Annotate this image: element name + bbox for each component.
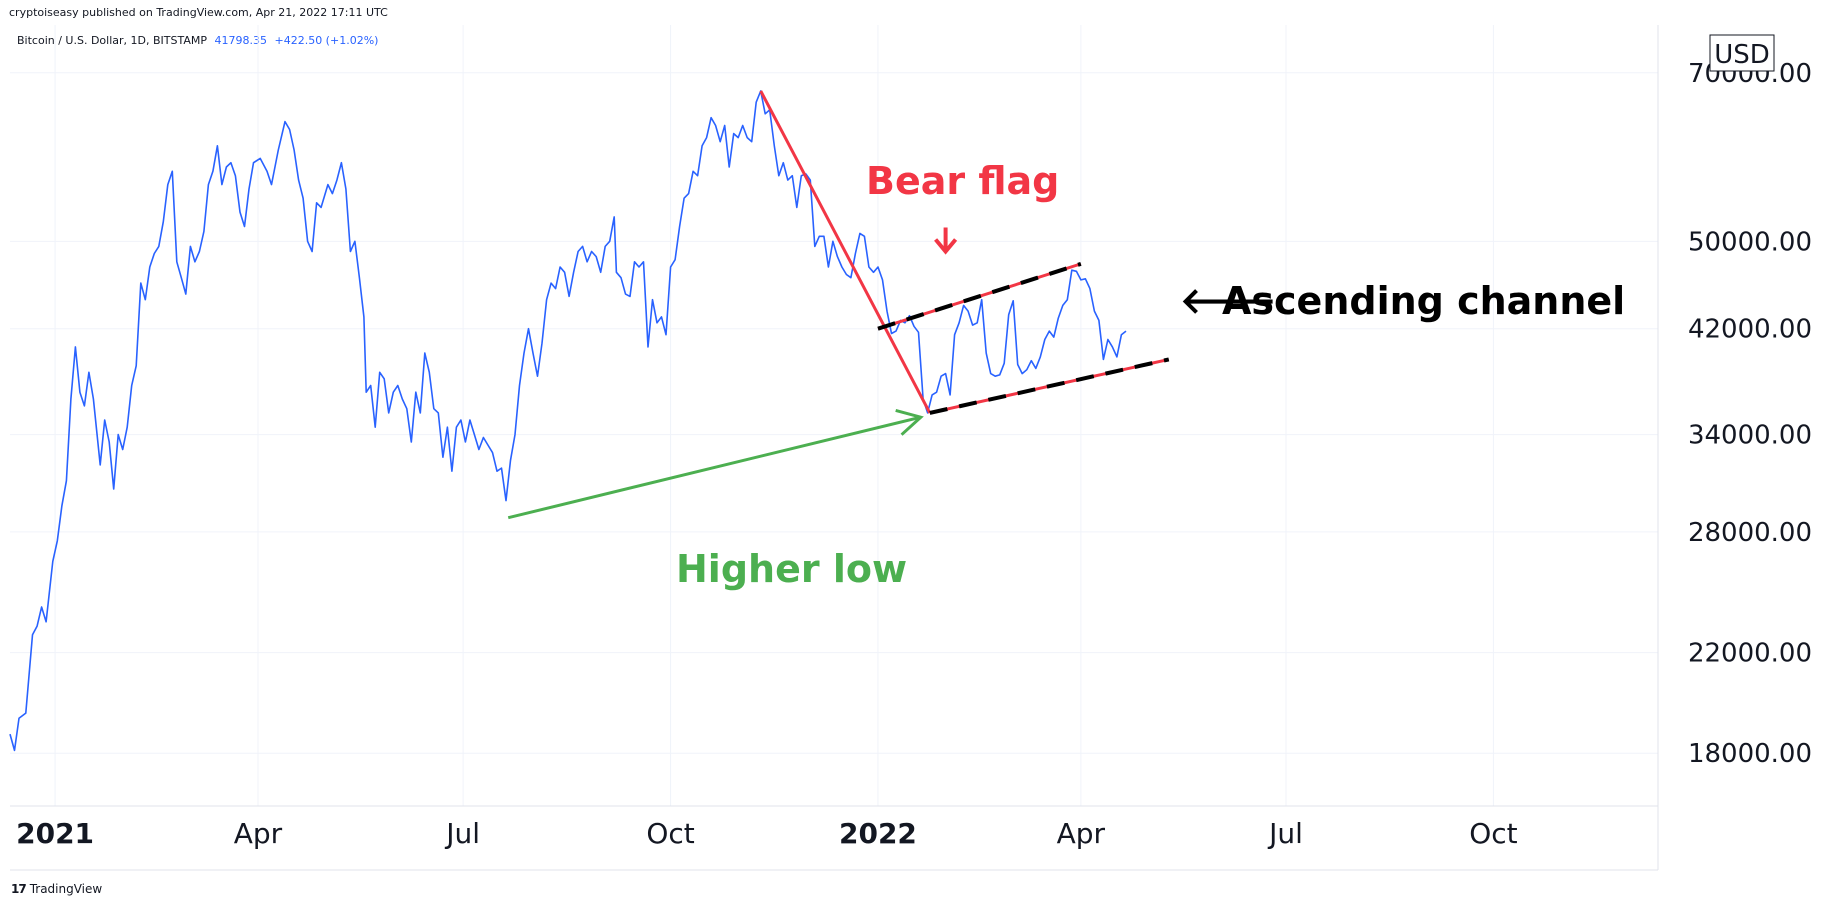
annotation-lines xyxy=(507,90,1170,520)
channel-lower-dashed xyxy=(929,357,1170,415)
y-tick-label: 50000.00 xyxy=(1688,227,1812,257)
x-tick-label: Jul xyxy=(1267,817,1303,850)
price-series-line xyxy=(9,90,1127,752)
x-tick-label: Apr xyxy=(1057,817,1106,850)
x-tick-label: Oct xyxy=(1469,817,1517,850)
tradingview-brand: 𝟭𝟳 TradingView xyxy=(11,882,102,896)
bear-flag-label: Bear flag xyxy=(866,159,1059,203)
bear-flag-arrow-head xyxy=(934,238,958,255)
currency-label: USD xyxy=(1714,40,1770,70)
y-tick-label: 28000.00 xyxy=(1688,518,1812,548)
y-tick-label: 22000.00 xyxy=(1688,639,1812,669)
grid-lines xyxy=(10,25,1658,806)
x-tick-label: Apr xyxy=(234,817,283,850)
price-axis: 18000.00 22000.00 28000.00 34000.00 42000.00… xyxy=(1688,59,1812,769)
symbol-name: Bitcoin / U.S. Dollar, 1D, BITSTAMP xyxy=(17,34,207,47)
tradingview-logo-icon: 𝟭𝟳 xyxy=(11,882,27,896)
x-tick-label: Jul xyxy=(444,817,480,850)
x-tick-label: Oct xyxy=(646,817,694,850)
x-tick-label: 2022 xyxy=(839,817,917,850)
higher-low-arrow-line xyxy=(507,415,922,520)
publish-attribution: cryptoiseasy published on TradingView.co… xyxy=(9,6,388,19)
ascending-channel-label: Ascending channel xyxy=(1222,279,1625,323)
higher-low-label: Higher low xyxy=(676,547,907,591)
y-tick-label: 18000.00 xyxy=(1688,739,1812,769)
price-change: +422.50 (+1.02%) xyxy=(274,34,379,47)
last-price: 41798.35 xyxy=(214,34,267,47)
currency-badge xyxy=(1709,34,1775,72)
ascending-channel-arrow-icon: 🡐 xyxy=(1180,281,1277,322)
time-axis: 2021 Apr Jul Oct 2022 Apr Jul Oct xyxy=(16,817,1518,850)
higher-low-arrow-head xyxy=(895,409,924,436)
brand-name: TradingView xyxy=(29,882,103,896)
y-tick-label: 34000.00 xyxy=(1688,421,1812,451)
symbol-legend: Bitcoin / U.S. Dollar, 1D, BITSTAMP 4179… xyxy=(17,34,378,47)
x-tick-label: 2021 xyxy=(16,817,94,850)
flagpole-line xyxy=(759,90,932,414)
channel-upper-dashed xyxy=(877,261,1082,331)
y-tick-label: 42000.00 xyxy=(1688,315,1812,345)
